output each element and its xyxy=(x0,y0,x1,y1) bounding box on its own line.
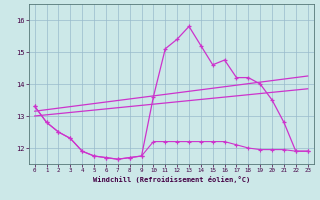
X-axis label: Windchill (Refroidissement éolien,°C): Windchill (Refroidissement éolien,°C) xyxy=(92,176,250,183)
